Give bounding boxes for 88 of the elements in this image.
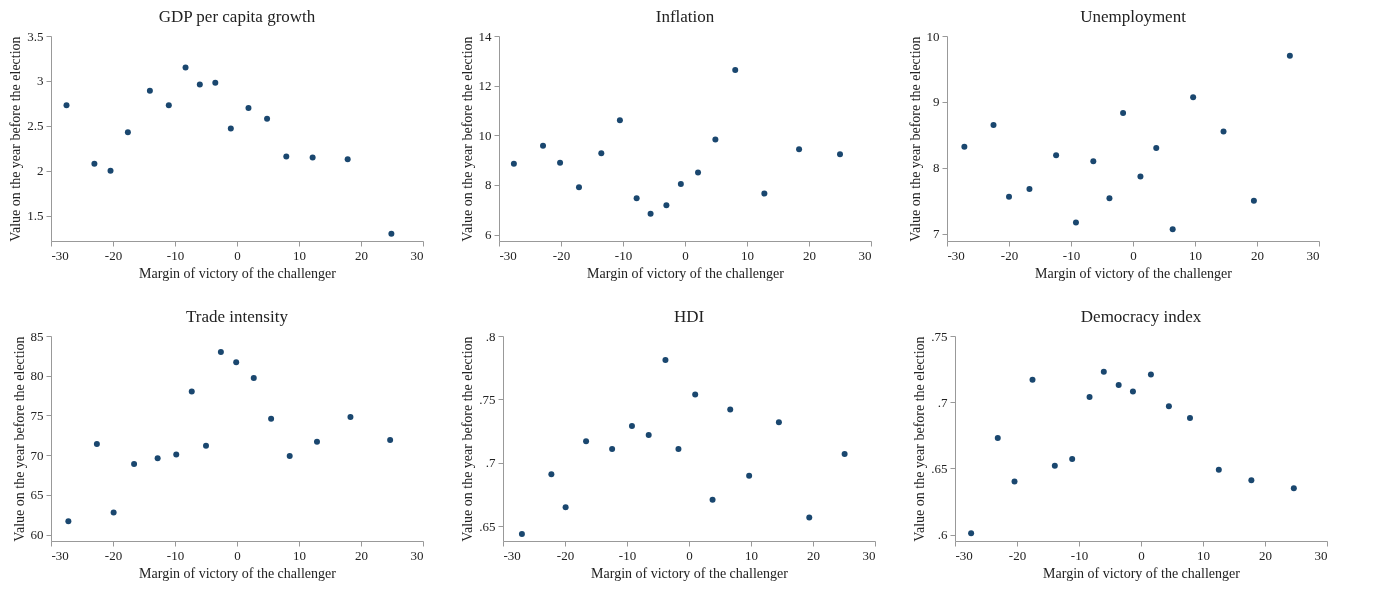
chart-title: HDI — [673, 307, 705, 326]
y-tick-label: 60 — [30, 527, 44, 543]
x-tick-label: -30 — [499, 247, 517, 263]
x-tick-label: -10 — [1062, 247, 1081, 263]
x-tick-label: -20 — [104, 547, 123, 563]
x-tick-label: 20 — [1259, 547, 1272, 563]
x-tick-label: -10 — [1070, 547, 1089, 563]
y-tick-label: 75 — [30, 407, 44, 423]
chart-title: Democracy index — [1080, 307, 1202, 326]
x-tick-label: 0 — [682, 247, 689, 263]
x-tick-label: 10 — [1189, 247, 1202, 263]
x-tick-label: 10 — [1197, 547, 1210, 563]
x-tick-label: -10 — [166, 247, 185, 263]
x-tick-label: -20 — [552, 247, 571, 263]
x-tick-label: 20 — [355, 547, 368, 563]
y-axis-title: Value on the year before the election — [907, 36, 923, 242]
x-tick-label: 0 — [686, 547, 693, 563]
x-tick-label: -10 — [614, 247, 633, 263]
y-tick-label: 3 — [37, 73, 44, 89]
y-tick-label: .65 — [479, 518, 496, 534]
y-tick-label: 10 — [926, 28, 940, 44]
x-tick-label: 20 — [1251, 247, 1264, 263]
y-tick-label: 7 — [933, 226, 940, 242]
x-tick-label: -10 — [618, 547, 637, 563]
chart-title: GDP per capita growth — [158, 7, 316, 26]
y-tick-label: .6 — [937, 527, 948, 543]
x-tick-label: 30 — [858, 247, 872, 263]
x-tick-label: -20 — [556, 547, 575, 563]
x-tick-label: 0 — [1130, 247, 1137, 263]
x-axis-title: Margin of victory of the challenger — [587, 265, 785, 281]
chart-title: Inflation — [655, 7, 715, 26]
y-tick-label: 1.5 — [27, 208, 44, 224]
x-tick-label: -30 — [51, 247, 69, 263]
y-tick-label: 10 — [478, 127, 492, 143]
y-tick-label: .7 — [485, 455, 496, 471]
y-tick-label: .8 — [485, 328, 496, 344]
y-axis-title: Value on the year before the election — [460, 336, 476, 542]
y-tick-label: .65 — [931, 460, 948, 476]
x-tick-label: 10 — [293, 547, 306, 563]
x-tick-label: -30 — [947, 247, 965, 263]
y-tick-label: 9 — [933, 94, 940, 110]
x-tick-label: -30 — [51, 547, 69, 563]
x-axis-title: Margin of victory of the challenger — [139, 265, 337, 281]
x-tick-label: -30 — [955, 547, 973, 563]
x-tick-label: 30 — [1306, 247, 1320, 263]
x-tick-label: 30 — [410, 547, 424, 563]
x-tick-label: 10 — [741, 247, 754, 263]
x-axis-title: Margin of victory of the challenger — [1043, 565, 1241, 581]
y-tick-label: 12 — [478, 78, 492, 94]
x-tick-label: 30 — [410, 247, 424, 263]
x-tick-label: -30 — [503, 547, 521, 563]
y-tick-label: 70 — [30, 447, 44, 463]
y-tick-label: 14 — [478, 28, 492, 44]
y-tick-label: 3.5 — [27, 28, 44, 44]
x-tick-label: -20 — [1008, 547, 1027, 563]
y-tick-label: 8 — [485, 177, 492, 193]
y-tick-label: 65 — [30, 487, 44, 503]
x-axis-title: Margin of victory of the challenger — [1035, 265, 1233, 281]
y-tick-label: 2.5 — [27, 118, 44, 134]
x-tick-label: 20 — [355, 247, 368, 263]
x-tick-label: -20 — [1000, 247, 1019, 263]
x-tick-label: 0 — [1138, 547, 1145, 563]
x-tick-label: -20 — [104, 247, 123, 263]
x-tick-label: 30 — [1314, 547, 1328, 563]
y-axis-title: Value on the year before the election — [912, 336, 928, 542]
y-tick-label: 2 — [37, 163, 44, 179]
x-axis-title: Margin of victory of the challenger — [139, 565, 337, 581]
x-tick-label: 0 — [234, 547, 241, 563]
x-tick-label: 30 — [862, 547, 876, 563]
y-axis-title: Value on the year before the election — [8, 36, 24, 242]
x-axis-title: Margin of victory of the challenger — [591, 565, 789, 581]
x-tick-label: 20 — [807, 547, 820, 563]
x-tick-label: 10 — [293, 247, 306, 263]
x-tick-label: 20 — [803, 247, 816, 263]
x-tick-label: -10 — [166, 547, 185, 563]
x-tick-label: 0 — [234, 247, 241, 263]
x-tick-label: 10 — [745, 547, 758, 563]
y-tick-label: .75 — [479, 391, 496, 407]
y-axis-title: Value on the year before the election — [11, 336, 27, 542]
y-axis-title: Value on the year before the election — [459, 36, 475, 242]
y-tick-label: 8 — [933, 160, 940, 176]
y-tick-label: 85 — [30, 328, 44, 344]
y-tick-label: .75 — [931, 328, 948, 344]
y-tick-label: .7 — [937, 394, 948, 410]
y-tick-label: 6 — [485, 227, 492, 243]
chart-title: Unemployment — [1080, 7, 1187, 26]
y-tick-label: 80 — [30, 368, 44, 384]
chart-title: Trade intensity — [186, 307, 289, 326]
